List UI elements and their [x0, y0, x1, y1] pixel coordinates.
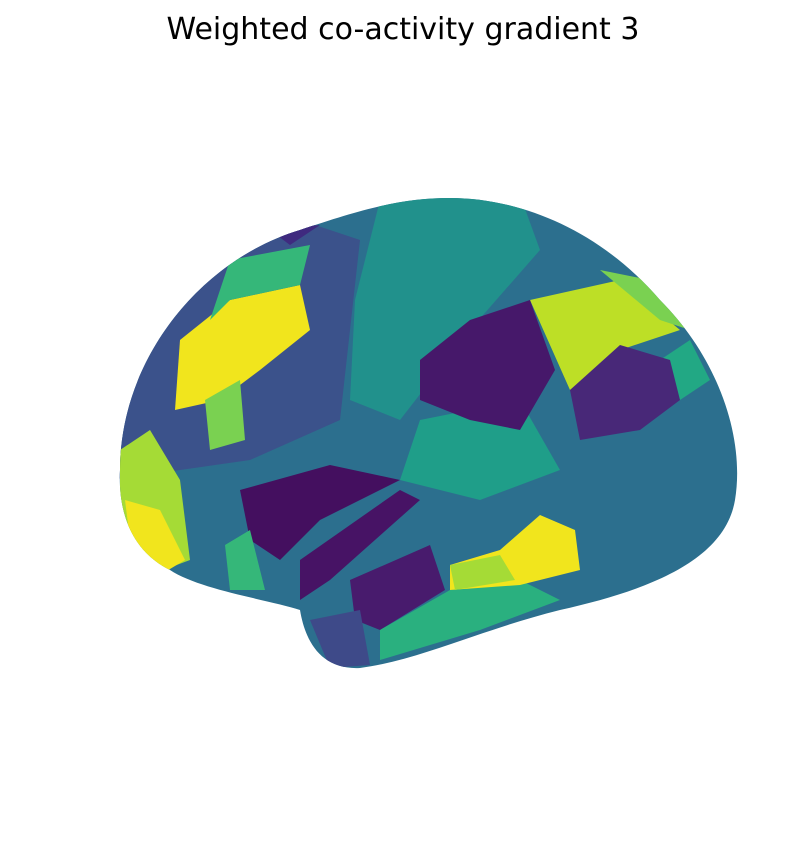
- cortex-parcels: [119, 198, 738, 669]
- figure-title: Weighted co-activity gradient 3: [166, 12, 640, 47]
